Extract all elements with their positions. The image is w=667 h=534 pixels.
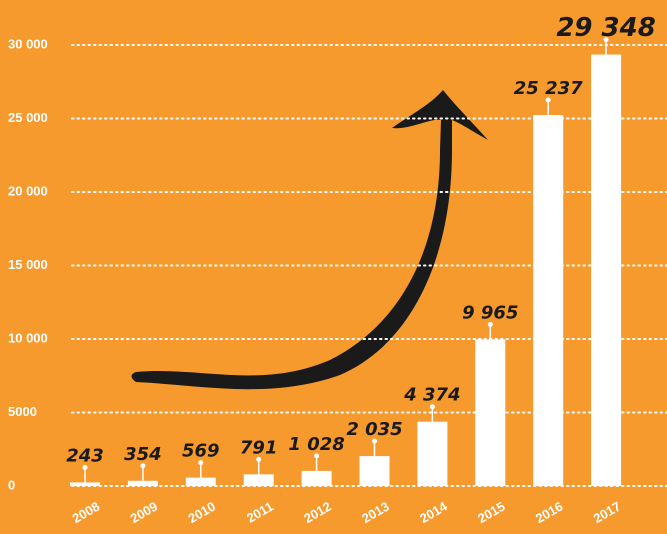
pin-dot <box>545 97 551 103</box>
y-tick-label: 20 000 <box>8 183 48 198</box>
bar <box>70 482 100 486</box>
y-tick-label: 5000 <box>8 404 37 419</box>
y-tick-label: 30 000 <box>8 36 48 51</box>
bar <box>417 421 448 486</box>
bar <box>127 480 158 486</box>
value-label: 9 965 <box>462 303 518 324</box>
pin-dot <box>198 460 204 466</box>
bar <box>533 115 564 486</box>
y-tick-label: 10 000 <box>8 330 48 345</box>
pin-dot <box>372 438 377 444</box>
value-label: 25 237 <box>514 78 583 99</box>
pin-dot <box>82 464 88 470</box>
bar <box>359 456 390 486</box>
arrow <box>131 90 488 390</box>
bar <box>243 474 274 486</box>
value-label: 791 <box>240 437 278 458</box>
value-label: 2 035 <box>346 419 402 440</box>
value-label: 29 348 <box>556 13 656 43</box>
y-tick-label: 15 000 <box>8 257 48 272</box>
value-label: 569 <box>182 441 220 462</box>
y-tick-label: 25 000 <box>8 110 48 125</box>
value-label: 4 374 <box>403 385 460 406</box>
bar <box>301 470 332 486</box>
pin-dot <box>429 404 435 410</box>
bar <box>475 339 506 486</box>
pin-dot <box>256 456 262 462</box>
value-label: 354 <box>124 444 162 465</box>
pin-dot <box>314 453 320 459</box>
bar <box>185 477 216 486</box>
bar <box>591 54 622 486</box>
value-label: 243 <box>66 445 104 466</box>
pin-dot <box>140 463 146 469</box>
value-label: 1 028 <box>288 434 344 455</box>
pin-dot <box>603 37 609 43</box>
y-tick-label: 0 <box>8 477 15 492</box>
pin-dot <box>487 322 493 328</box>
